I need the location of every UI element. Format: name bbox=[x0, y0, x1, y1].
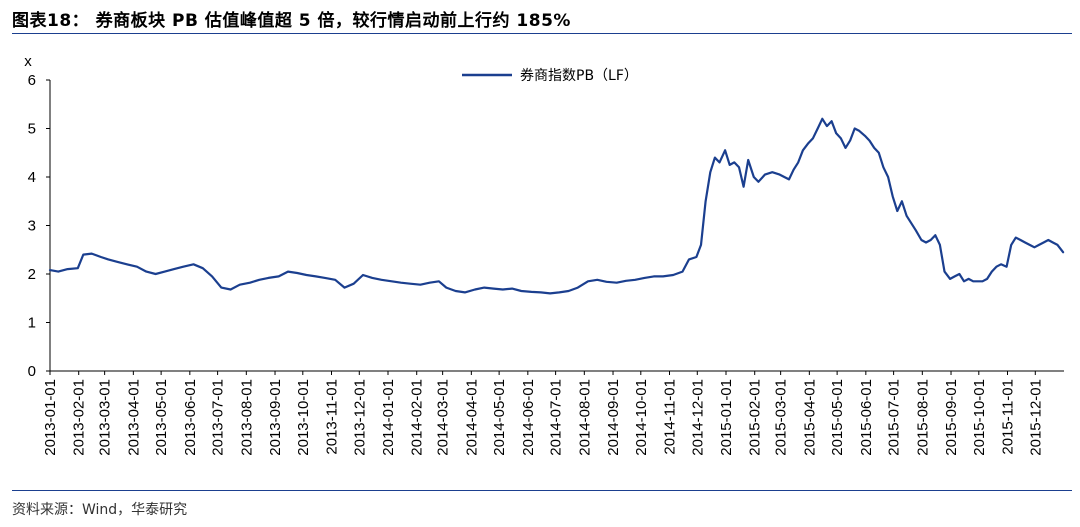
x-tick-label: 2013-06-01 bbox=[182, 379, 199, 456]
y-tick-label: 6 bbox=[28, 72, 36, 89]
x-tick-label: 2014-05-01 bbox=[491, 379, 508, 456]
top-rule bbox=[12, 33, 1072, 34]
x-tick-label: 2013-04-01 bbox=[125, 379, 142, 456]
x-tick-label: 2015-05-01 bbox=[829, 379, 846, 456]
x-tick-label: 2015-03-01 bbox=[773, 379, 790, 456]
y-axis-unit-label: x bbox=[24, 53, 32, 70]
x-tick-label: 2014-10-01 bbox=[633, 379, 650, 456]
y-tick-label: 2 bbox=[28, 266, 36, 283]
x-tick-label: 2013-03-01 bbox=[97, 379, 114, 456]
x-tick-label: 2013-11-01 bbox=[324, 379, 341, 455]
y-tick-label: 3 bbox=[28, 218, 36, 235]
source-note: 资料来源：Wind，华泰研究 bbox=[12, 502, 188, 518]
x-tick-label: 2014-11-01 bbox=[662, 379, 679, 455]
x-tick-label: 2015-06-01 bbox=[858, 379, 875, 456]
x-tick-label: 2015-02-01 bbox=[747, 379, 764, 456]
y-tick-label: 1 bbox=[28, 315, 36, 332]
x-tick-label: 2015-04-01 bbox=[801, 379, 818, 456]
x-tick-label: 2014-06-01 bbox=[520, 379, 537, 456]
x-tick-label: 2014-12-01 bbox=[689, 379, 706, 456]
x-tick-label: 2013-07-01 bbox=[210, 379, 227, 456]
x-tick-label: 2013-05-01 bbox=[153, 379, 170, 456]
series-group bbox=[48, 117, 1065, 295]
x-tick-label: 2013-10-01 bbox=[295, 379, 312, 456]
x-tick-label: 2015-11-01 bbox=[1000, 379, 1017, 455]
x-tick-label: 2013-01-01 bbox=[42, 379, 59, 456]
x-tick-label: 2013-09-01 bbox=[267, 379, 284, 456]
x-tick-label: 2015-08-01 bbox=[914, 379, 931, 456]
y-tick-label: 0 bbox=[28, 363, 36, 380]
x-tick-label: 2014-08-01 bbox=[576, 379, 593, 456]
x-tick-label: 2013-08-01 bbox=[238, 379, 255, 456]
x-tick-label: 2013-12-01 bbox=[351, 379, 368, 456]
x-axis-ticks: 2013-01-01 2013-02-01 2013-03-01 2013-04-01… bbox=[42, 371, 1044, 456]
x-tick-label: 2014-02-01 bbox=[409, 379, 426, 456]
x-tick-label: 2015-10-01 bbox=[971, 379, 988, 456]
x-tick-label: 2013-02-01 bbox=[71, 379, 88, 456]
axes: x bbox=[24, 53, 1064, 372]
x-tick-label: 2014-03-01 bbox=[435, 379, 452, 456]
x-tick-label: 2014-01-01 bbox=[380, 379, 397, 456]
x-tick-label: 2014-07-01 bbox=[548, 379, 565, 456]
x-tick-label: 2015-07-01 bbox=[886, 379, 903, 456]
legend-label: 券商指数PB（LF） bbox=[520, 68, 638, 84]
chart-title: 图表18： 券商板块 PB 估值峰值超 5 倍，较行情启动前上行约 185% bbox=[12, 11, 571, 31]
legend: 券商指数PB（LF） bbox=[462, 68, 638, 84]
x-tick-label: 2014-09-01 bbox=[605, 379, 622, 456]
x-tick-label: 2015-01-01 bbox=[718, 379, 735, 456]
x-tick-label: 2015-09-01 bbox=[943, 379, 960, 456]
x-tick-label: 2015-12-01 bbox=[1027, 379, 1044, 456]
bottom-rule bbox=[12, 490, 1072, 491]
series-line bbox=[48, 117, 1065, 295]
y-tick-label: 5 bbox=[28, 121, 36, 138]
y-tick-label: 4 bbox=[28, 169, 36, 186]
y-axis-ticks: 0 1 2 3 4 5 6 bbox=[28, 72, 50, 380]
x-tick-label: 2014-04-01 bbox=[463, 379, 480, 456]
